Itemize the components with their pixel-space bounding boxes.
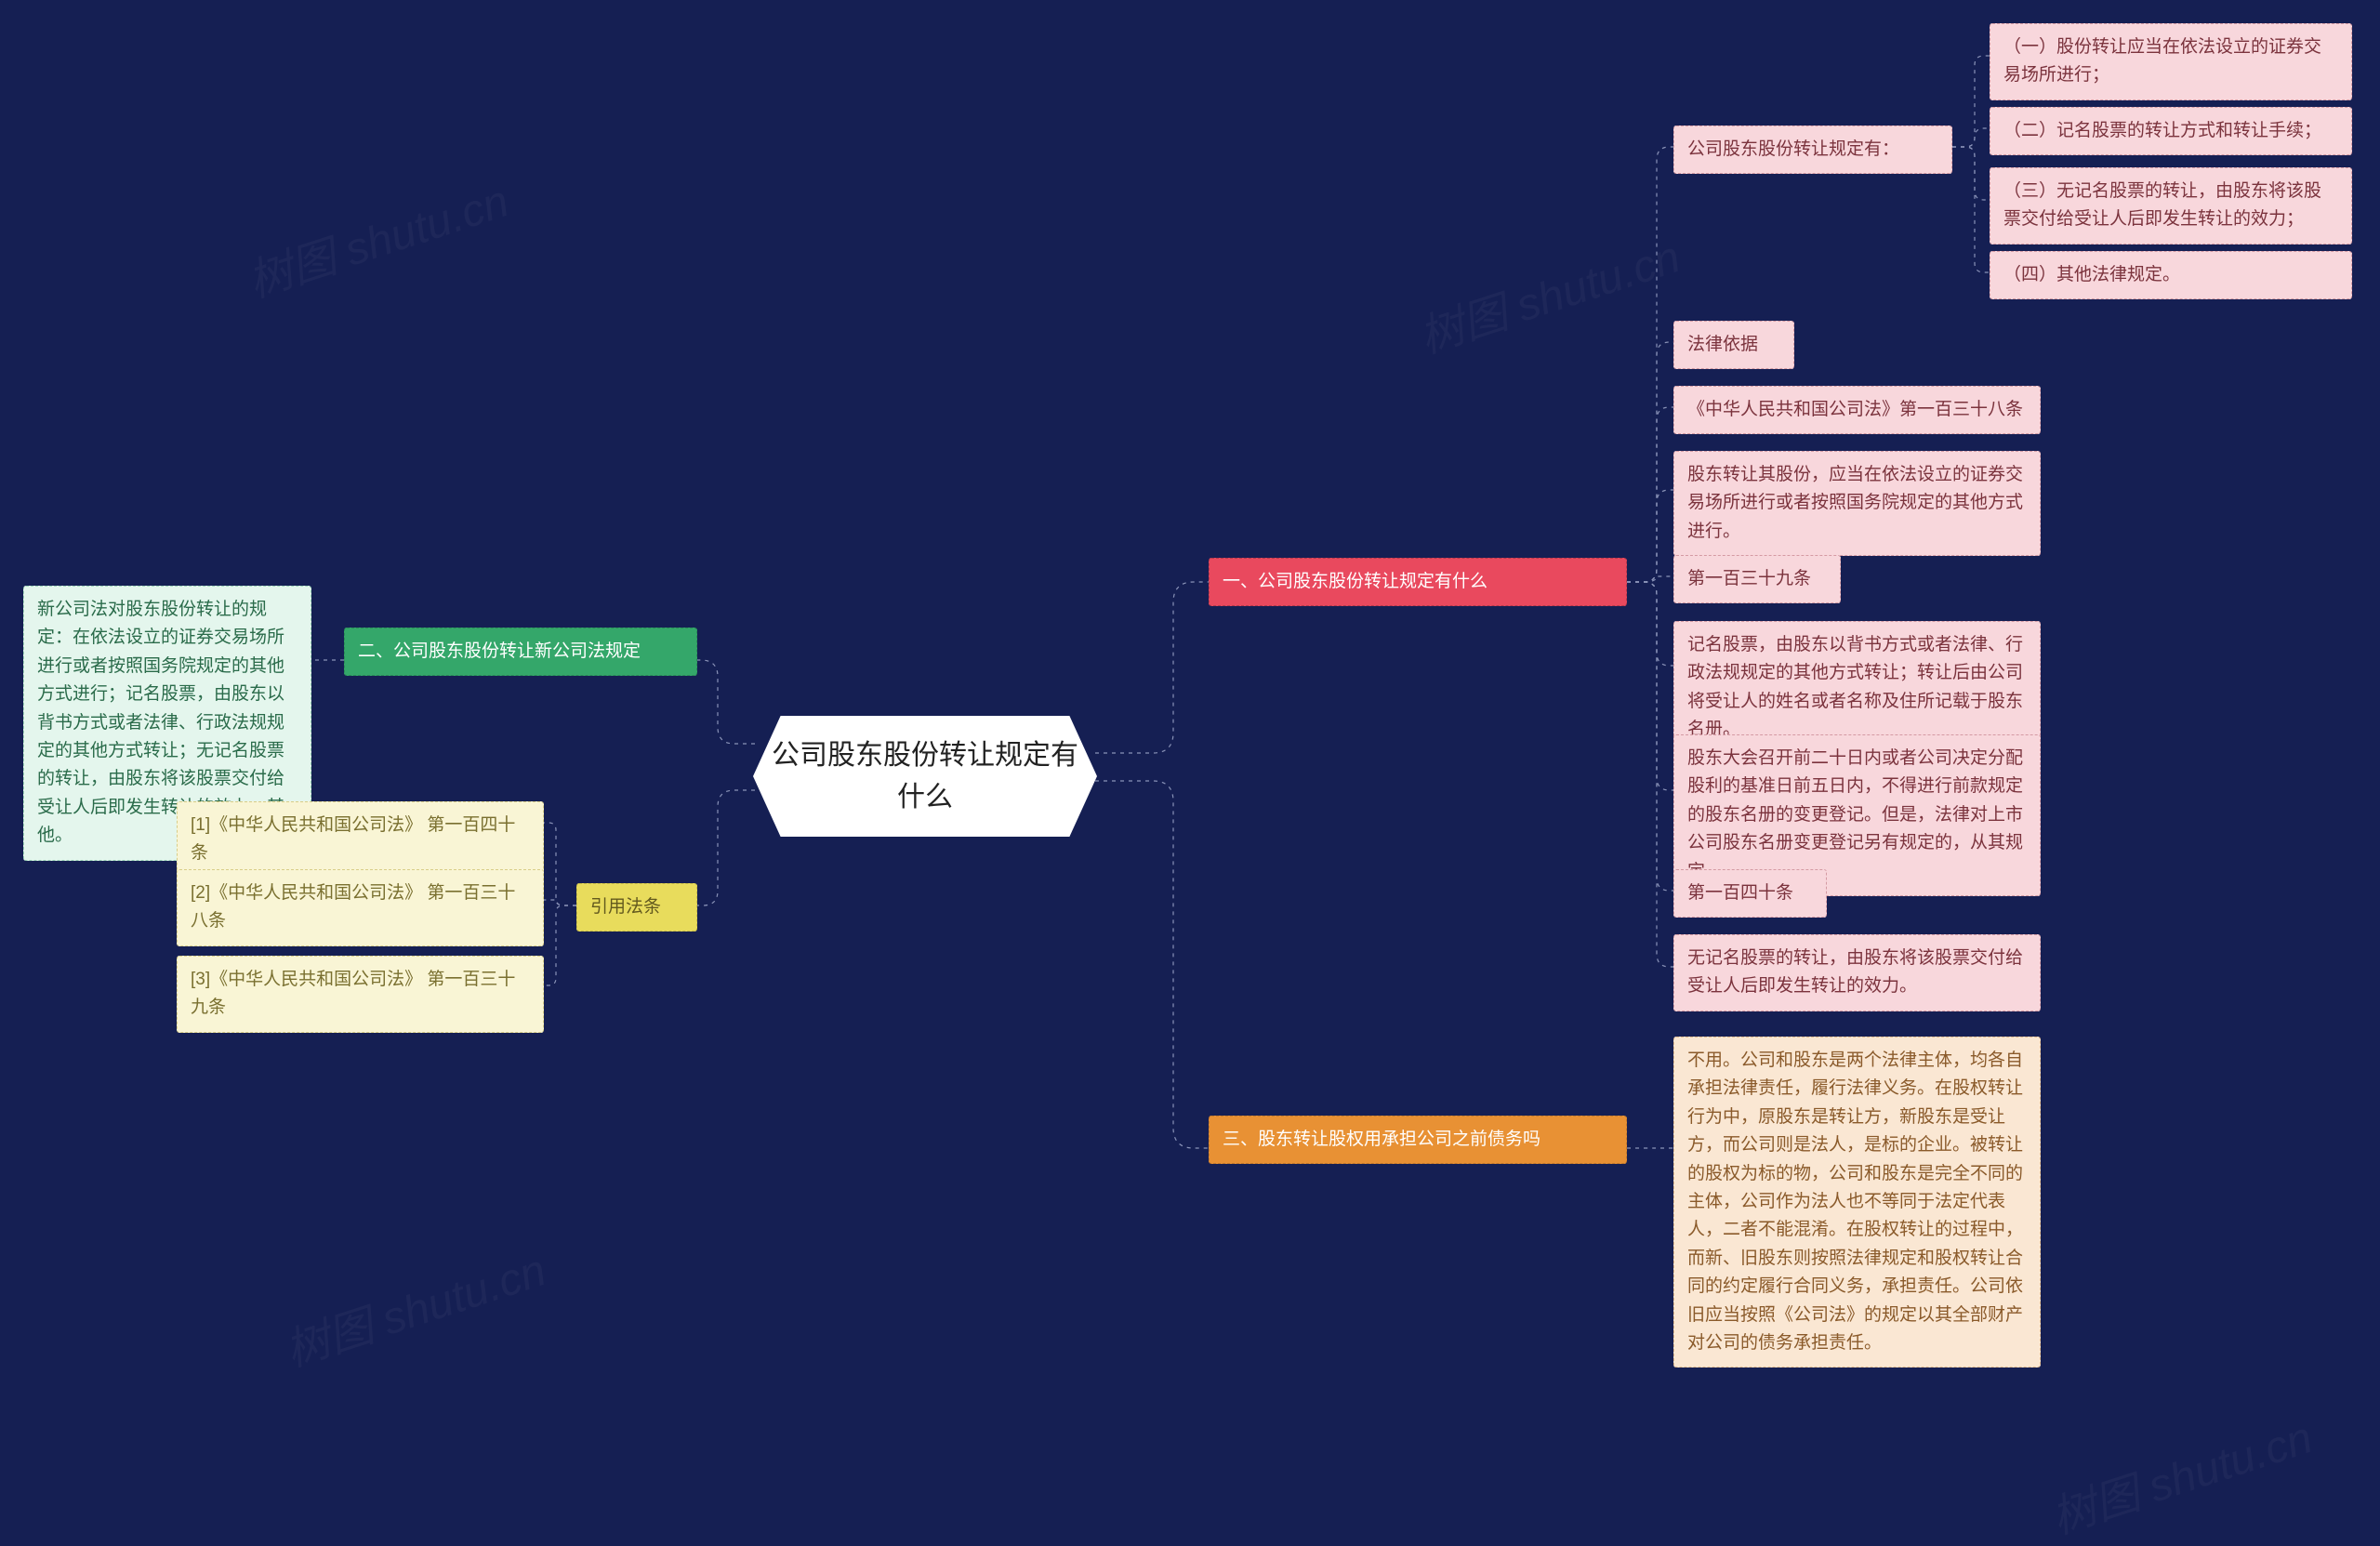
branch-3-title: 三、股东转让股权用承担公司之前债务吗 <box>1209 1116 1627 1164</box>
branch-1-intro-item: （三）无记名股票的转让，由股东将该股票交付给受让人后即发生转让的效力； <box>1990 167 2352 244</box>
center-node: 公司股东股份转让规定有什么 <box>753 716 1097 837</box>
watermark: 树图 shutu.cn <box>2042 1401 2319 1546</box>
watermark: 树图 shutu.cn <box>238 165 515 310</box>
watermark: 树图 shutu.cn <box>275 1234 552 1379</box>
branch-1-child: 无记名股票的转让，由股东将该股票交付给受让人后即发生转让的效力。 <box>1673 934 2041 1011</box>
branch-4-child: [3]《中华人民共和国公司法》 第一百三十九条 <box>177 956 544 1033</box>
branch-1-title: 一、公司股东股份转让规定有什么 <box>1209 558 1627 606</box>
branch-1-child: 股东转让其股份，应当在依法设立的证券交易场所进行或者按照国务院规定的其他方式进行… <box>1673 451 2041 556</box>
branch-1-intro-item: （二）记名股票的转让方式和转让手续； <box>1990 107 2352 155</box>
branch-3-child: 不用。公司和股东是两个法律主体，均各自承担法律责任，履行法律义务。在股权转让行为… <box>1673 1037 2041 1368</box>
branch-4-child: [2]《中华人民共和国公司法》 第一百三十八条 <box>177 869 544 946</box>
branch-4-title: 引用法条 <box>576 883 697 932</box>
branch-1-intro: 公司股东股份转让规定有： <box>1673 126 1952 174</box>
watermark: 树图 shutu.cn <box>1409 220 1686 365</box>
branch-4-child: [1]《中华人民共和国公司法》 第一百四十条 <box>177 801 544 879</box>
branch-1-child: 《中华人民共和国公司法》第一百三十八条 <box>1673 386 2041 434</box>
branch-2-title: 二、公司股东股份转让新公司法规定 <box>344 628 697 676</box>
branch-1-child: 第一百三十九条 <box>1673 555 1841 603</box>
branch-1-intro-item: （四）其他法律规定。 <box>1990 251 2352 299</box>
branch-1-child: 第一百四十条 <box>1673 869 1827 918</box>
branch-1-child: 法律依据 <box>1673 321 1794 369</box>
branch-1-intro-item: （一）股份转让应当在依法设立的证券交易场所进行； <box>1990 23 2352 100</box>
